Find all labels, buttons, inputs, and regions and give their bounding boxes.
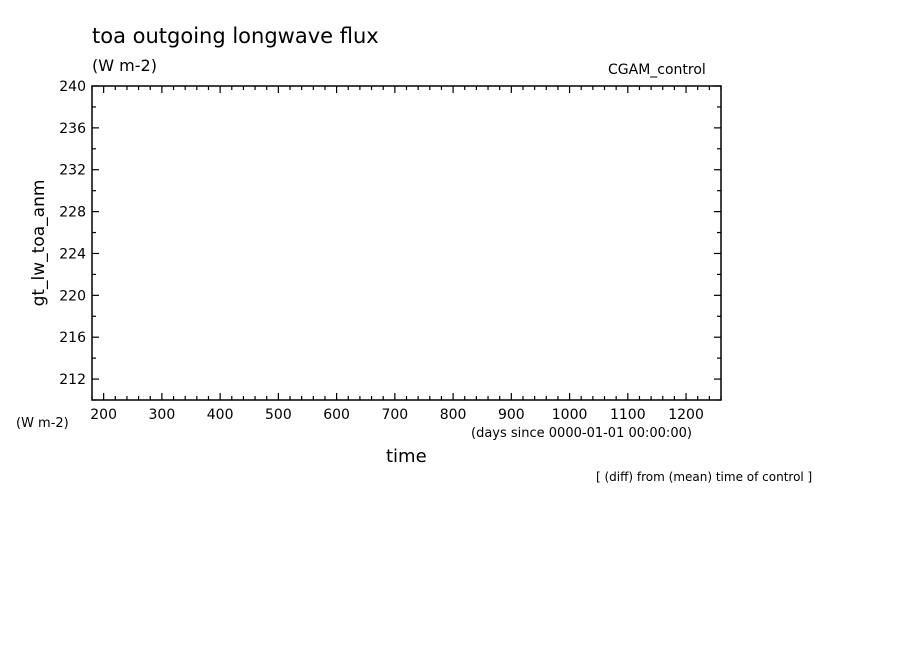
y-tick-label: 212 [59, 372, 86, 388]
x-tick-label: 700 [381, 407, 408, 423]
x-axis-label: time [386, 446, 427, 467]
x-tick-label: 1000 [552, 407, 588, 423]
diff-note: [ (diff) from (mean) time of control ] [596, 470, 813, 484]
x-tick-label: 1100 [610, 407, 646, 423]
y-tick-label: 224 [59, 246, 86, 262]
x-tick-label: 1200 [668, 407, 704, 423]
chart-title: toa outgoing longwave flux [92, 24, 379, 48]
x-tick-label: 200 [90, 407, 117, 423]
axis-ticks [91, 85, 722, 401]
y-axis-label: gt_lw_toa_anm [29, 180, 49, 307]
y-tick-label: 232 [59, 163, 86, 179]
run-label: CGAM_control [608, 62, 706, 78]
plot-frame [91, 85, 722, 401]
x-tick-label: 600 [323, 407, 350, 423]
x-tick-label: 800 [440, 407, 467, 423]
x-tick-label: 500 [265, 407, 292, 423]
x-axis-units: (days since 0000-01-01 00:00:00) [471, 426, 692, 441]
y-tick-label: 220 [59, 288, 86, 304]
chart-units: (W m-2) [92, 56, 157, 75]
x-tick-label: 400 [207, 407, 234, 423]
y-tick-label: 228 [59, 205, 86, 221]
x-tick-label: 900 [498, 407, 525, 423]
tick-labels: 200 300 400 500 600 700 800 900 1000 1100 1200 212 2… [59, 79, 704, 423]
x-tick-label: 300 [149, 407, 176, 423]
y-axis-units: (W m-2) [16, 416, 69, 431]
y-tick-label: 236 [59, 121, 86, 137]
y-tick-label: 216 [59, 330, 86, 346]
y-tick-label: 240 [59, 79, 86, 95]
